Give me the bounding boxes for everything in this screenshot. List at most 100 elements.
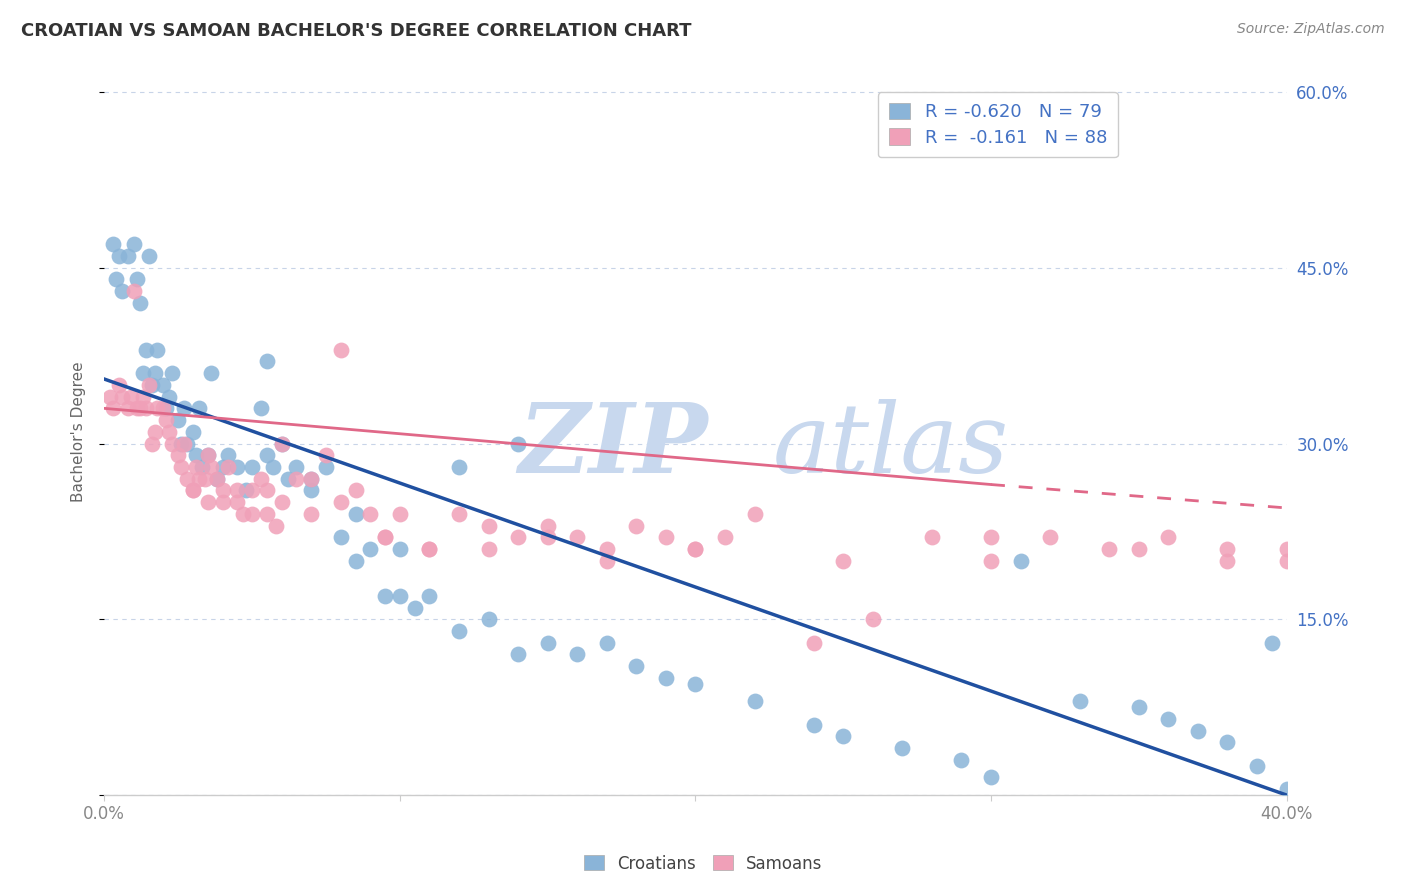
Point — [211, 459, 233, 474]
Point — [125, 401, 148, 416]
Point — [1128, 541, 1150, 556]
Point — [157, 390, 180, 404]
Point — [256, 448, 278, 462]
Point — [862, 612, 884, 626]
Point — [176, 472, 198, 486]
Point — [262, 459, 284, 474]
Point — [655, 671, 678, 685]
Point — [128, 296, 150, 310]
Point — [217, 448, 239, 462]
Point — [108, 249, 131, 263]
Point — [205, 472, 228, 486]
Point — [270, 436, 292, 450]
Point — [211, 495, 233, 509]
Point — [181, 483, 204, 498]
Point — [344, 554, 367, 568]
Point — [418, 541, 440, 556]
Point — [950, 753, 973, 767]
Text: Source: ZipAtlas.com: Source: ZipAtlas.com — [1237, 22, 1385, 37]
Point — [477, 612, 499, 626]
Point — [803, 718, 825, 732]
Point — [1098, 541, 1121, 556]
Point — [344, 507, 367, 521]
Point — [299, 483, 322, 498]
Point — [226, 483, 249, 498]
Point — [211, 483, 233, 498]
Point — [250, 472, 273, 486]
Point — [167, 413, 190, 427]
Point — [891, 741, 914, 756]
Point — [250, 401, 273, 416]
Point — [143, 425, 166, 439]
Point — [537, 530, 560, 544]
Point — [122, 284, 145, 298]
Point — [1187, 723, 1209, 738]
Point — [173, 436, 195, 450]
Point — [111, 284, 134, 298]
Point — [181, 425, 204, 439]
Point — [506, 436, 529, 450]
Point — [194, 472, 217, 486]
Point — [447, 459, 470, 474]
Point — [191, 459, 214, 474]
Point — [120, 390, 142, 404]
Point — [980, 771, 1002, 785]
Point — [744, 507, 766, 521]
Point — [264, 518, 287, 533]
Point — [418, 589, 440, 603]
Point — [477, 541, 499, 556]
Point — [270, 495, 292, 509]
Point — [596, 636, 619, 650]
Point — [685, 541, 707, 556]
Point — [184, 459, 207, 474]
Point — [329, 343, 352, 357]
Point — [98, 390, 121, 404]
Point — [980, 554, 1002, 568]
Point — [477, 518, 499, 533]
Point — [447, 624, 470, 638]
Point — [506, 530, 529, 544]
Point — [1128, 700, 1150, 714]
Point — [921, 530, 943, 544]
Point — [232, 507, 254, 521]
Point — [1275, 782, 1298, 797]
Point — [567, 530, 589, 544]
Point — [152, 401, 174, 416]
Point — [537, 636, 560, 650]
Point — [101, 237, 124, 252]
Point — [655, 530, 678, 544]
Point — [197, 448, 219, 462]
Point — [111, 390, 134, 404]
Point — [359, 507, 381, 521]
Legend: R = -0.620   N = 79, R =  -0.161   N = 88: R = -0.620 N = 79, R = -0.161 N = 88 — [877, 92, 1118, 158]
Point — [374, 530, 396, 544]
Point — [135, 343, 157, 357]
Point — [135, 401, 157, 416]
Point — [226, 495, 249, 509]
Point — [226, 459, 249, 474]
Text: ZIP: ZIP — [517, 400, 707, 493]
Text: CROATIAN VS SAMOAN BACHELOR'S DEGREE CORRELATION CHART: CROATIAN VS SAMOAN BACHELOR'S DEGREE COR… — [21, 22, 692, 40]
Point — [1275, 554, 1298, 568]
Point — [1216, 554, 1239, 568]
Point — [125, 272, 148, 286]
Point — [404, 600, 426, 615]
Point — [138, 378, 160, 392]
Point — [200, 459, 222, 474]
Point — [1275, 541, 1298, 556]
Point — [162, 366, 184, 380]
Point — [285, 459, 308, 474]
Point — [626, 518, 648, 533]
Point — [132, 366, 155, 380]
Point — [128, 401, 150, 416]
Point — [155, 413, 177, 427]
Point — [187, 401, 209, 416]
Point — [315, 459, 337, 474]
Point — [596, 554, 619, 568]
Point — [980, 530, 1002, 544]
Point — [299, 472, 322, 486]
Point — [155, 401, 177, 416]
Point — [832, 554, 855, 568]
Point — [329, 530, 352, 544]
Point — [240, 507, 263, 521]
